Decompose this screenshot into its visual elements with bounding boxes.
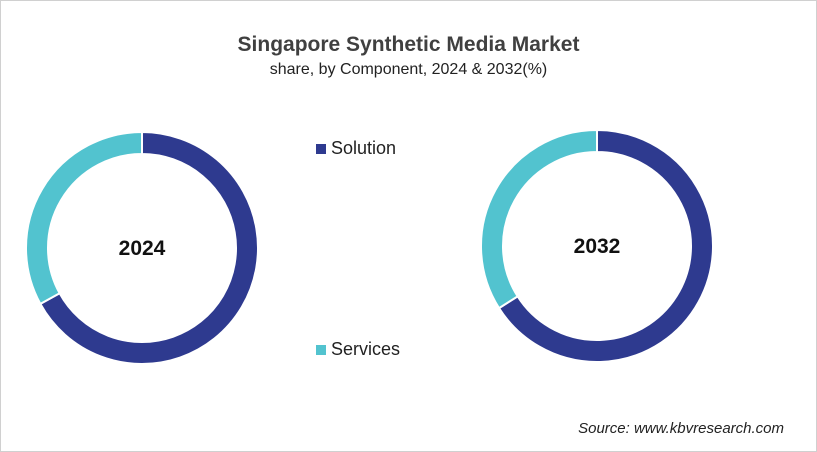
donut-segment-services-2032 [480, 128, 598, 310]
donut-center-label: 2032 [574, 235, 621, 258]
legend-label: Solution [331, 138, 397, 158]
source-note: Source: www.kbvresearch.com [578, 420, 784, 437]
legend-item-services: Services [316, 339, 400, 360]
chart-title: Singapore Synthetic Media Market [237, 33, 580, 56]
legend-label: Services [331, 339, 401, 359]
donut-center-label: 2024 [119, 237, 166, 260]
chart-subtitle: share, by Component, 2024 & 2032(%) [269, 61, 548, 78]
donut-segment-solution-2024 [38, 130, 259, 365]
legend-swatch-services [316, 344, 326, 355]
legend-item-solution: Solution [316, 138, 396, 159]
legend-swatch-solution [316, 143, 326, 154]
donut-segment-services-2024 [25, 130, 143, 306]
donut-segment-solution-2032 [497, 128, 714, 363]
